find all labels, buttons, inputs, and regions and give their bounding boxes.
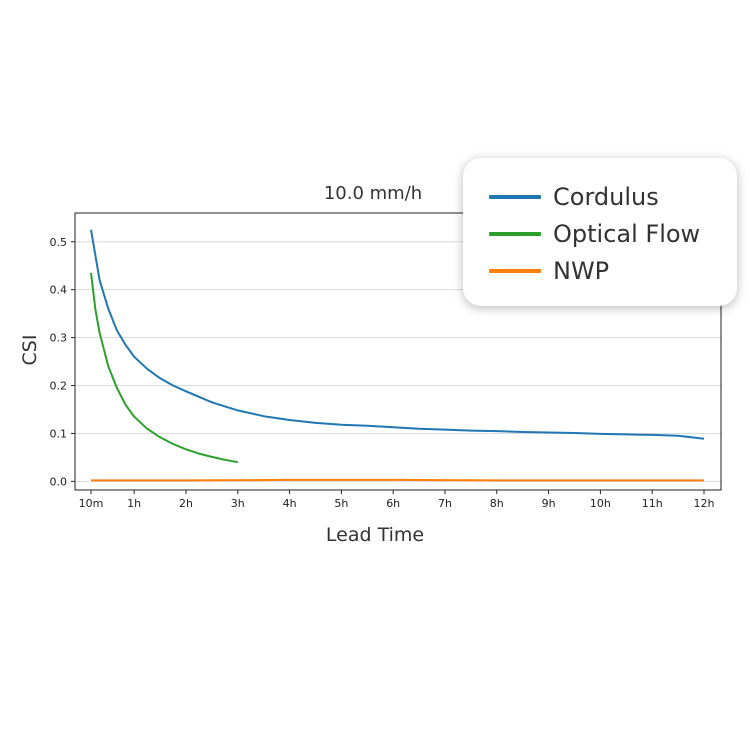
x-tick-label: 5h xyxy=(334,497,348,510)
y-tick-label: 0.3 xyxy=(50,332,68,345)
series-line-nwp xyxy=(91,478,704,482)
y-tick-label: 0.0 xyxy=(50,475,68,488)
x-tick-label: 4h xyxy=(283,497,297,510)
y-tick-label: 0.1 xyxy=(50,427,68,440)
x-tick-label: 1h xyxy=(127,497,141,510)
x-axis-title: Lead Time xyxy=(326,524,424,546)
legend-swatch-nwp xyxy=(489,268,541,273)
y-tick-label: 0.4 xyxy=(50,284,68,297)
x-tick-label: 9h xyxy=(542,497,556,510)
x-tick-label: 8h xyxy=(490,497,504,510)
y-tick-label: 0.2 xyxy=(50,380,68,393)
chart-title: 10.0 mm/h xyxy=(324,183,422,204)
x-tick-label: 7h xyxy=(438,497,452,510)
x-tick-label: 12h xyxy=(694,497,715,510)
series-line-optical-flow xyxy=(90,272,238,464)
y-axis-title: CSI xyxy=(19,335,41,366)
x-tick-label: 11h xyxy=(642,497,663,510)
series-lines xyxy=(90,229,705,482)
legend-swatch-cordulus xyxy=(489,194,541,199)
x-tick-label: 6h xyxy=(386,497,400,510)
x-tick-label: 10m xyxy=(79,497,104,510)
x-axis: 10m 1h 2h 3h 4h 5h 6h 7h 8h 9h 10h 11h 12h xyxy=(79,490,715,510)
plot-frame xyxy=(74,212,722,491)
legend-item-nwp: NWP xyxy=(489,252,737,289)
legend-label-nwp: NWP xyxy=(553,256,610,285)
legend-label-optical-flow: Optical Flow xyxy=(553,219,701,248)
legend-item-cordulus: Cordulus xyxy=(489,178,737,215)
y-axis: 0.0 0.1 0.2 0.3 0.4 0.5 xyxy=(50,236,75,488)
y-tick-label: 0.5 xyxy=(50,236,68,249)
x-tick-label: 10h xyxy=(590,497,611,510)
legend-swatch-optical-flow xyxy=(489,231,541,236)
series-line-cordulus xyxy=(90,229,705,440)
legend-label-cordulus: Cordulus xyxy=(553,182,659,211)
legend: Cordulus Optical Flow NWP xyxy=(463,158,737,306)
x-tick-label: 2h xyxy=(179,497,193,510)
x-tick-label: 3h xyxy=(231,497,245,510)
legend-item-optical-flow: Optical Flow xyxy=(489,215,737,252)
